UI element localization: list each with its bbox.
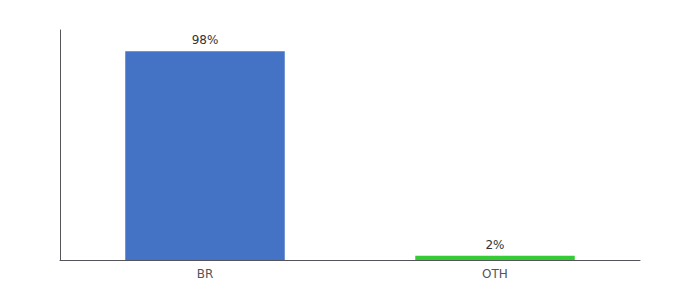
svg-text:OTH: OTH bbox=[482, 267, 508, 281]
svg-text:2%: 2% bbox=[485, 238, 504, 252]
svg-text:98%: 98% bbox=[192, 33, 219, 47]
svg-text:BR: BR bbox=[197, 267, 214, 281]
